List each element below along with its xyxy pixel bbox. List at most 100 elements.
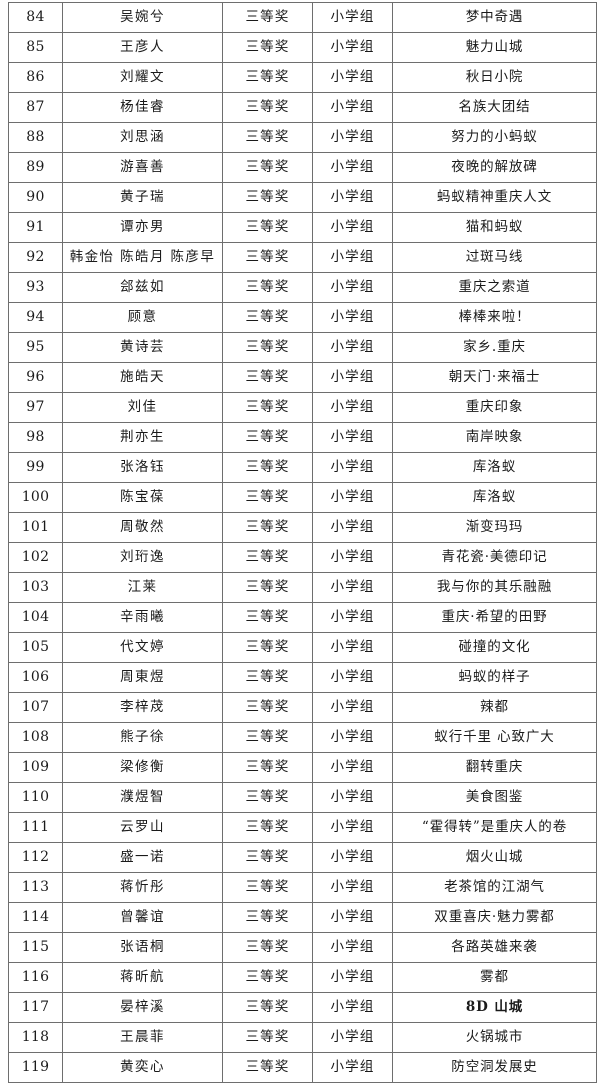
cell-group: 小学组 <box>312 452 393 483</box>
table-row: 105 代文婷 三等奖 小学组 碰撞的文化 <box>8 632 597 663</box>
cell-index: 103 <box>8 572 63 603</box>
cell-title: 库洛蚁 <box>392 482 597 513</box>
cell-group: 小学组 <box>312 1022 393 1053</box>
cell-index: 110 <box>8 782 63 813</box>
table-row: 97 刘佳 三等奖 小学组 重庆印象 <box>8 392 597 423</box>
cell-group: 小学组 <box>312 272 393 303</box>
cell-title: 重庆印象 <box>392 392 597 423</box>
cell-index: 107 <box>8 692 63 723</box>
cell-name: 顾意 <box>62 302 223 333</box>
cell-group: 小学组 <box>312 152 393 183</box>
cell-index: 112 <box>8 842 63 873</box>
cell-title: 秋日小院 <box>392 62 597 93</box>
cell-title: 蚂蚁精神重庆人文 <box>392 182 597 213</box>
cell-title: 努力的小蚂蚁 <box>392 122 597 153</box>
cell-index: 88 <box>8 122 63 153</box>
cell-title: 朝天门·来福士 <box>392 362 597 393</box>
cell-title: 南岸映象 <box>392 422 597 453</box>
cell-index: 115 <box>8 932 63 963</box>
cell-title: 防空洞发展史 <box>392 1052 597 1083</box>
cell-index: 98 <box>8 422 63 453</box>
table-row: 119 黄奕心 三等奖 小学组 防空洞发展史 <box>8 1052 597 1083</box>
cell-index: 97 <box>8 392 63 423</box>
cell-group: 小学组 <box>312 932 393 963</box>
cell-name: 陈宝葆 <box>62 482 223 513</box>
cell-index: 100 <box>8 482 63 513</box>
cell-name: 濮煜智 <box>62 782 223 813</box>
cell-name: 黄诗芸 <box>62 332 223 363</box>
cell-prize: 三等奖 <box>222 152 313 183</box>
table-row: 113 蒋忻彤 三等奖 小学组 老茶馆的江湖气 <box>8 872 597 903</box>
cell-group: 小学组 <box>312 662 393 693</box>
cell-name: 荆亦生 <box>62 422 223 453</box>
cell-title: 蚁行千里 心致广大 <box>392 722 597 753</box>
cell-group: 小学组 <box>312 182 393 213</box>
cell-group: 小学组 <box>312 392 393 423</box>
cell-index: 105 <box>8 632 63 663</box>
cell-title: 渐变玛玛 <box>392 512 597 543</box>
cell-name: 辛雨曦 <box>62 602 223 633</box>
cell-title: 名族大团结 <box>392 92 597 123</box>
cell-group: 小学组 <box>312 242 393 273</box>
cell-group: 小学组 <box>312 632 393 663</box>
cell-group: 小学组 <box>312 692 393 723</box>
table-row: 85 王彦人 三等奖 小学组 魅力山城 <box>8 32 597 63</box>
cell-prize: 三等奖 <box>222 692 313 723</box>
cell-index: 108 <box>8 722 63 753</box>
cell-prize: 三等奖 <box>222 632 313 663</box>
cell-prize: 三等奖 <box>222 422 313 453</box>
cell-title: 家乡.重庆 <box>392 332 597 363</box>
cell-index: 93 <box>8 272 63 303</box>
cell-title: 碰撞的文化 <box>392 632 597 663</box>
cell-group: 小学组 <box>312 542 393 573</box>
cell-name: 黄奕心 <box>62 1052 223 1083</box>
cell-name: 盛一诺 <box>62 842 223 873</box>
table-row: 98 荆亦生 三等奖 小学组 南岸映象 <box>8 422 597 453</box>
table-row: 99 张洛钰 三等奖 小学组 库洛蚁 <box>8 452 597 483</box>
table-row: 92 韩金怡 陈皓月 陈彦早 三等奖 小学组 过斑马线 <box>8 242 597 273</box>
cell-name: 云罗山 <box>62 812 223 843</box>
cell-title: 青花瓷·美德印记 <box>392 542 597 573</box>
table-row: 107 李梓荗 三等奖 小学组 辣都 <box>8 692 597 723</box>
cell-group: 小学组 <box>312 752 393 783</box>
cell-name: 游喜善 <box>62 152 223 183</box>
cell-group: 小学组 <box>312 362 393 393</box>
cell-title: 辣都 <box>392 692 597 723</box>
cell-group: 小学组 <box>312 1052 393 1083</box>
cell-title: 8D 山城 <box>392 992 597 1023</box>
cell-title: 我与你的其乐融融 <box>392 572 597 603</box>
cell-prize: 三等奖 <box>222 122 313 153</box>
cell-prize: 三等奖 <box>222 842 313 873</box>
cell-title: 过斑马线 <box>392 242 597 273</box>
table-row: 116 蒋昕航 三等奖 小学组 雾都 <box>8 962 597 993</box>
cell-prize: 三等奖 <box>222 722 313 753</box>
table-row: 100 陈宝葆 三等奖 小学组 库洛蚁 <box>8 482 597 513</box>
cell-index: 113 <box>8 872 63 903</box>
table-row: 108 熊子徐 三等奖 小学组 蚁行千里 心致广大 <box>8 722 597 753</box>
cell-index: 87 <box>8 92 63 123</box>
cell-prize: 三等奖 <box>222 182 313 213</box>
cell-name: 王彦人 <box>62 32 223 63</box>
cell-group: 小学组 <box>312 992 393 1023</box>
cell-title: 火锅城市 <box>392 1022 597 1053</box>
cell-group: 小学组 <box>312 122 393 153</box>
cell-index: 102 <box>8 542 63 573</box>
cell-index: 116 <box>8 962 63 993</box>
cell-name: 郐兹如 <box>62 272 223 303</box>
cell-prize: 三等奖 <box>222 2 313 33</box>
cell-index: 104 <box>8 602 63 633</box>
cell-name: 刘思涵 <box>62 122 223 153</box>
cell-title: 梦中奇遇 <box>392 2 597 33</box>
table-row: 111 云罗山 三等奖 小学组 “霍得转”是重庆人的卷 <box>8 812 597 843</box>
cell-title: 棒棒来啦！ <box>392 302 597 333</box>
cell-group: 小学组 <box>312 482 393 513</box>
cell-group: 小学组 <box>312 512 393 543</box>
cell-name: 李梓荗 <box>62 692 223 723</box>
table-row: 110 濮煜智 三等奖 小学组 美食图鉴 <box>8 782 597 813</box>
cell-prize: 三等奖 <box>222 812 313 843</box>
table-row: 115 张语桐 三等奖 小学组 各路英雄来袭 <box>8 932 597 963</box>
cell-group: 小学组 <box>312 722 393 753</box>
cell-title: 烟火山城 <box>392 842 597 873</box>
cell-group: 小学组 <box>312 422 393 453</box>
cell-index: 95 <box>8 332 63 363</box>
